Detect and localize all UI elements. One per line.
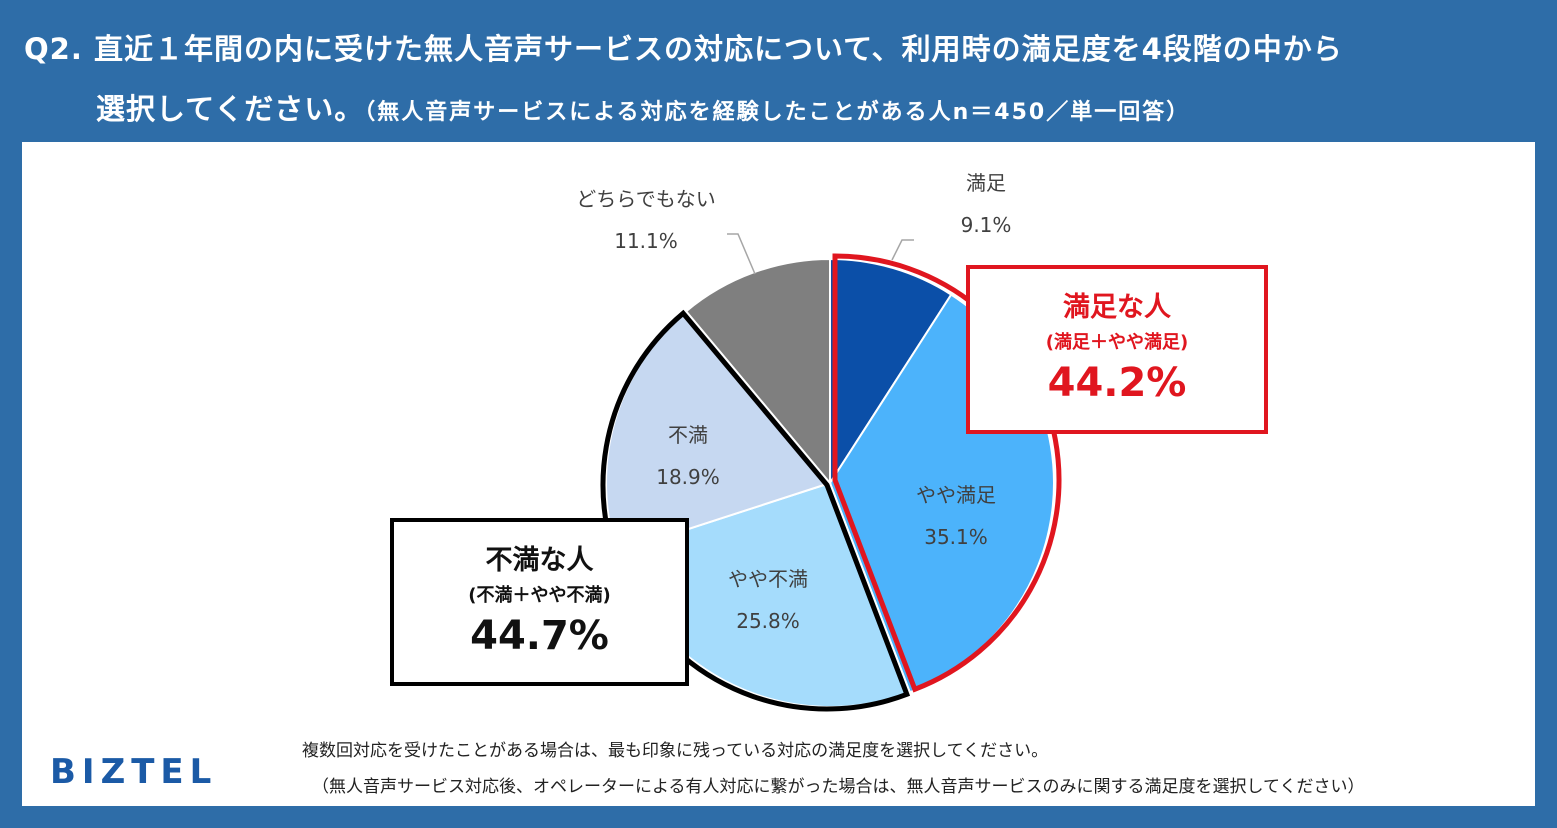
chart-panel: 満足 9.1% やや満足 35.1% やや不満 25.8% 不満 18.9% どちらでもない 11… — [22, 142, 1535, 806]
slice-dochira — [684, 257, 831, 486]
slice-manzoku-value: 9.1% — [961, 213, 1012, 237]
leader-dochira — [727, 233, 756, 275]
leader-manzoku — [891, 239, 914, 261]
dissatisfied-callout: 不満な人 (不満＋やや不満) 44.7% — [390, 518, 689, 686]
subtitle: （無人音声サービスによる対応を経験したことがある人n＝450／単一回答） — [364, 100, 1191, 125]
dissatisfied-sub: (不満＋やや不満) — [468, 585, 611, 606]
slice-dochira-value: 11.1% — [614, 229, 678, 253]
slice-yaya-fuman-label: やや不満 — [728, 567, 808, 591]
satisfied-callout: 満足な人 (満足＋やや満足) 44.2% — [966, 265, 1268, 434]
slice-fuman-label: 不満 — [668, 423, 708, 447]
note-line1: 複数回対応を受けたことがある場合は、最も印象に残っている対応の満足度を選択してく… — [302, 741, 1049, 761]
slice-fuman-value: 18.9% — [656, 465, 720, 489]
title-line2-text: 選択してください。 — [96, 92, 365, 126]
slice-dochira-label: どちらでもない — [576, 187, 715, 211]
slice-manzoku-label: 満足 — [966, 171, 1006, 195]
title-line2: 選択してください。（無人音声サービスによる対応を経験したことがある人n＝450／… — [96, 86, 1190, 128]
slice-yaya-manzoku-label: やや満足 — [916, 483, 996, 507]
slice-yaya-fuman-value: 25.8% — [736, 609, 800, 633]
dissatisfied-value: 44.7% — [470, 613, 609, 659]
title-line1: Q2. 直近１年間の内に受けた無人音声サービスの対応について、利用時の満足度を4… — [24, 32, 1343, 66]
slice-yaya-manzoku-value: 35.1% — [924, 525, 988, 549]
biztel-logo: BIZTEL — [50, 752, 218, 792]
satisfied-outline — [832, 253, 1062, 693]
satisfied-value: 44.2% — [1047, 360, 1187, 406]
dissatisfied-heading: 不満な人 — [485, 545, 594, 576]
pie-chart: 満足 9.1% やや満足 35.1% やや不満 25.8% 不満 18.9% どちらでもない 11… — [576, 171, 1062, 712]
satisfied-heading: 満足な人 — [1063, 292, 1171, 323]
satisfied-sub: (満足＋やや満足) — [1045, 332, 1189, 353]
note-line2: （無人音声サービス対応後、オペレーターによる有人対応に繋がった場合は、無人音声サ… — [312, 777, 1365, 797]
